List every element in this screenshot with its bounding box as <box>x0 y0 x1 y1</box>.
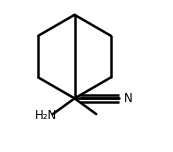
Text: N: N <box>124 92 132 105</box>
Text: H₂N: H₂N <box>35 109 57 122</box>
